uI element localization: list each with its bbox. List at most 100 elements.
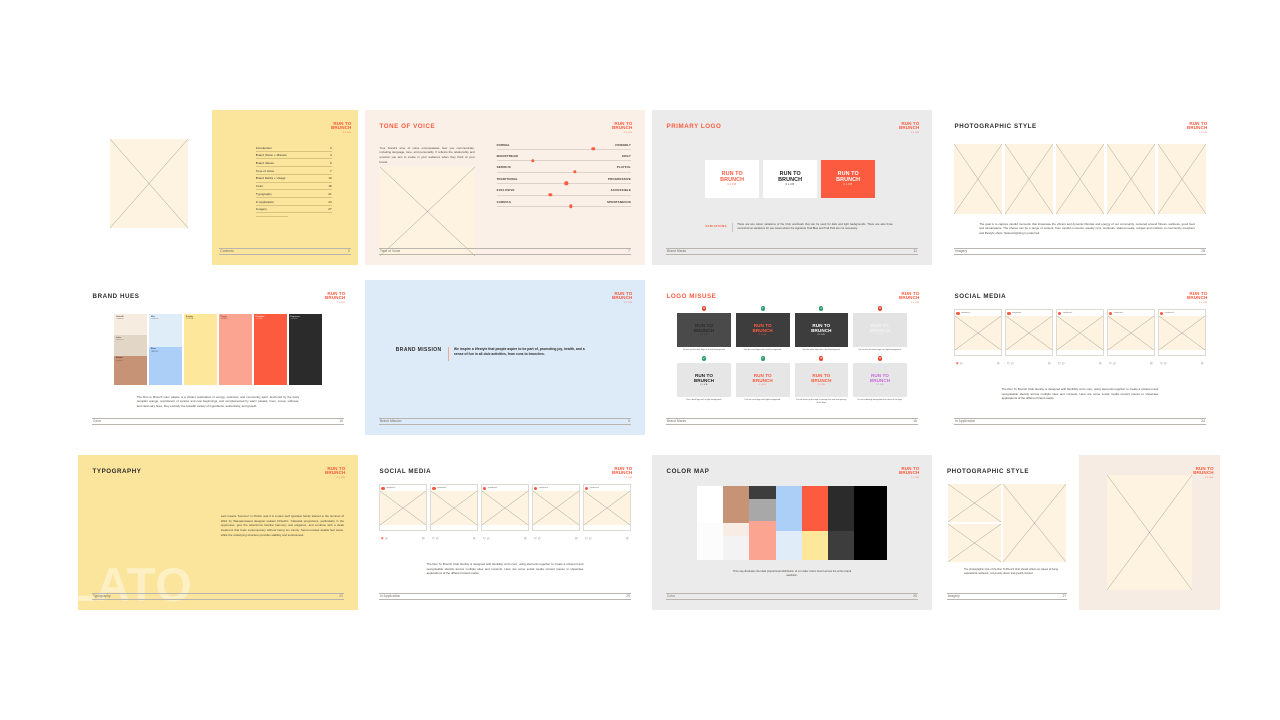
bookmark-icon[interactable] — [524, 527, 527, 540]
social-post-card[interactable]: runtobrunch — [379, 484, 428, 540]
slide-photographic-style-top[interactable]: PHOTOGRAPHIC STYLE RUN TO BRUNCH CLUB Th… — [940, 110, 1220, 265]
heart-icon[interactable] — [1160, 352, 1163, 365]
avatar[interactable] — [381, 486, 385, 490]
slide-contents[interactable]: RUN TO BRUNCH CLUB Introduction 3 Brand Vi… — [212, 110, 358, 265]
misuse-item[interactable]: ✕ RUN TO BRUNCH CLUB Do not use the white lo… — [853, 306, 907, 351]
social-post-card[interactable]: runtobrunch — [954, 309, 1003, 365]
misuse-item[interactable]: ✕ RUN TO BRUNCH CLUB Do not arbitrarily mani… — [853, 356, 907, 404]
bookmark-icon[interactable] — [1150, 352, 1153, 365]
tone-scale-track[interactable] — [496, 181, 631, 186]
logo-variation-card[interactable]: RUN TO BRUNCH CLUB — [821, 159, 876, 198]
comment-icon[interactable] — [436, 527, 439, 540]
social-post-card[interactable]: runtobrunch — [531, 484, 581, 540]
color-swatch[interactable]: River #ABCFF6 — [149, 346, 183, 386]
color-swatch[interactable]: Sunday #FCE79A — [184, 314, 218, 386]
tone-scale[interactable]: MAINSTREAM EDGY — [496, 154, 631, 163]
tone-scale-handle[interactable] — [568, 204, 573, 209]
avatar[interactable] — [534, 486, 538, 490]
tone-scale[interactable]: FORMAL FRIENDLY — [496, 143, 631, 151]
toc-row[interactable]: Brand Marks + Usage 10 — [255, 175, 332, 183]
avatar[interactable] — [1058, 311, 1062, 315]
avatar[interactable] — [585, 486, 589, 490]
toc-row[interactable]: Color 18 — [255, 183, 332, 191]
heart-icon[interactable] — [1109, 352, 1112, 365]
tone-scale-handle[interactable] — [591, 147, 596, 151]
avatar[interactable] — [1160, 311, 1164, 315]
tone-scale[interactable]: CAREFUL SPONTANEOUS — [496, 200, 631, 209]
avatar[interactable] — [956, 311, 960, 315]
avatar[interactable] — [1109, 311, 1113, 315]
tone-scale-handle[interactable] — [564, 181, 569, 186]
bookmark-icon[interactable] — [1048, 352, 1051, 365]
bookmark-icon[interactable] — [473, 527, 476, 540]
social-post-card[interactable]: runtobrunch — [582, 484, 632, 540]
comment-icon[interactable] — [385, 527, 388, 540]
color-swatch[interactable]: Peach #FBA491 — [219, 314, 252, 386]
heart-icon[interactable] — [585, 527, 588, 540]
logo-variation-card[interactable]: RUN TO BRUNCH CLUB — [763, 159, 818, 198]
misuse-item[interactable]: ✓ RUN TO BRUNCH CLUB Use the coral logo with… — [735, 356, 790, 404]
tone-scale[interactable]: TRADITIONAL PROGRESSIVE — [496, 177, 631, 186]
comment-icon[interactable] — [589, 527, 592, 540]
comment-icon[interactable] — [960, 352, 963, 365]
social-post-card[interactable]: runtobrunch — [1106, 309, 1156, 365]
bookmark-icon[interactable] — [575, 527, 578, 540]
comment-icon[interactable] — [487, 527, 490, 540]
tone-scale[interactable]: EXCLUSIVE ACCESSIBLE — [496, 188, 631, 197]
toc-row[interactable]: In Application 23 — [255, 198, 332, 206]
tone-scale-track[interactable] — [496, 170, 631, 174]
misuse-item[interactable]: ✕ RUN TO BRUNCH CLUB Do not use the dark log… — [677, 306, 731, 351]
color-swatch[interactable]: Oatmilk #F8EBDD — [114, 314, 148, 335]
bookmark-icon[interactable] — [1201, 352, 1204, 365]
slide-brand-hues[interactable]: BRAND HUES RUN TO BRUNCH CLUB Oatmilk #F8… — [78, 280, 358, 435]
heart-icon[interactable] — [956, 352, 959, 365]
comment-icon[interactable] — [1164, 352, 1167, 365]
color-swatch[interactable]: Mist #E0EDF8 — [149, 314, 183, 347]
tone-scale[interactable]: SERIOUS PLAYFUL — [496, 165, 631, 174]
toc-row[interactable]: Imagery 27 — [255, 206, 332, 214]
heart-icon[interactable] — [381, 527, 384, 540]
heart-icon[interactable] — [483, 527, 486, 540]
color-swatch[interactable]: Mocha #C69377 — [114, 355, 148, 386]
misuse-item[interactable]: ✓ RUN TO BRUNCH CLUB Use a dark logo with a … — [677, 356, 731, 404]
color-swatch[interactable]: Espresso #2B2B2B — [288, 314, 322, 386]
slide-brand-mission[interactable]: RUN TO BRUNCH CLUB BRAND MISSION We insp… — [365, 280, 645, 435]
slide-color-map[interactable]: COLOR MAP RUN TO BRUNCH CLUB This map il… — [652, 455, 932, 610]
tone-scale-track[interactable] — [496, 193, 631, 197]
tone-scale-track[interactable] — [496, 158, 631, 163]
avatar[interactable] — [432, 486, 436, 490]
heart-icon[interactable] — [432, 527, 435, 540]
heart-icon[interactable] — [534, 527, 537, 540]
toc-row[interactable]: Brand Vision + Mission 4 — [255, 152, 332, 160]
slide-typography[interactable]: TYPOGRAPHY RUN TO BRUNCH CLUB LATO Lato … — [78, 455, 358, 610]
misuse-item[interactable]: ✕ RUN TO BRUNCH CLUB Do not break up the log… — [794, 356, 849, 404]
comment-icon[interactable] — [1062, 352, 1065, 365]
slide-photo-panel[interactable]: RUN TO BRUNCH CLUB — [1079, 455, 1220, 610]
toc-row[interactable]: Introduction 3 — [255, 144, 332, 152]
tone-scale-track[interactable] — [496, 147, 631, 151]
toc-row[interactable]: Tone of Voice 7 — [255, 167, 332, 175]
social-post-card[interactable]: runtobrunch — [1157, 309, 1207, 365]
bookmark-icon[interactable] — [1099, 352, 1102, 365]
slide-photographic-style-bottom[interactable]: PHOTOGRAPHIC STYLE The photographic styl… — [940, 455, 1074, 610]
slide-social-media-1[interactable]: SOCIAL MEDIA RUN TO BRUNCH CLUB runtobru… — [940, 280, 1220, 435]
social-post-card[interactable]: runtobrunch — [429, 484, 479, 540]
slide-primary-logo[interactable]: PRIMARY LOGO RUN TO BRUNCH CLUB RUN TO BR… — [652, 110, 932, 265]
heart-icon[interactable] — [1007, 352, 1010, 365]
bookmark-icon[interactable] — [626, 527, 629, 540]
social-post-card[interactable]: runtobrunch — [1055, 309, 1105, 365]
tone-scale-handle[interactable] — [548, 193, 553, 197]
slide-cover-photo[interactable] — [110, 139, 188, 228]
bookmark-icon[interactable] — [997, 352, 1000, 365]
comment-icon[interactable] — [1011, 352, 1014, 365]
logo-variation-card[interactable]: RUN TO BRUNCH CLUB — [705, 159, 760, 198]
comment-icon[interactable] — [1113, 352, 1116, 365]
avatar[interactable] — [483, 486, 487, 490]
avatar[interactable] — [1007, 311, 1011, 315]
bookmark-icon[interactable] — [422, 527, 425, 540]
comment-icon[interactable] — [538, 527, 541, 540]
slide-tone-of-voice[interactable]: TONE OF VOICE RUN TO BRUNCH CLUB Your br… — [365, 110, 645, 265]
social-post-card[interactable]: runtobrunch — [480, 484, 530, 540]
toc-row[interactable]: Typography 21 — [255, 190, 332, 198]
color-swatch[interactable]: Latte #E4D9C9 — [114, 334, 148, 356]
